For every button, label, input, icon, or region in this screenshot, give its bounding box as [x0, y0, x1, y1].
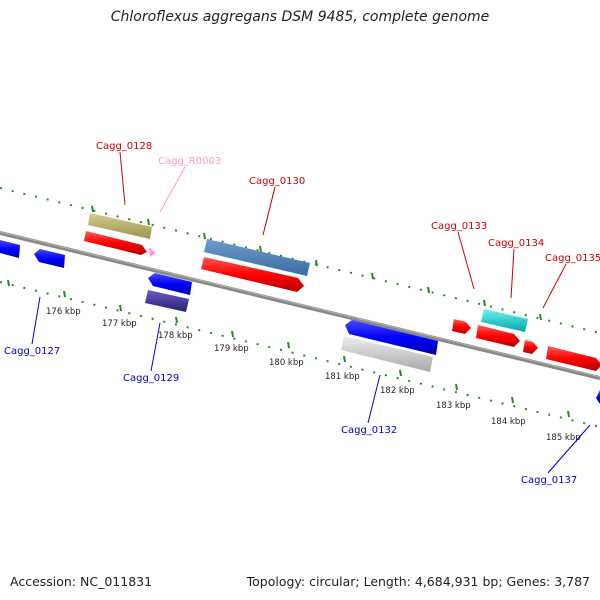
tick-label: 178 kbp [158, 331, 193, 341]
gene-0129-cog[interactable] [145, 290, 189, 312]
reverse-genes [0, 240, 600, 404]
tick-label: 183 kbp [436, 401, 471, 411]
gene-0135-arrow[interactable] [546, 346, 600, 371]
label-cagg-0127: Cagg_0127 [4, 346, 60, 357]
gene-0127-arrow[interactable] [34, 249, 65, 268]
label-cagg-0133: Cagg_0133 [431, 221, 487, 232]
label-cagg-0134: Cagg_0134 [488, 238, 544, 249]
label-cagg-0132: Cagg_0132 [341, 425, 397, 436]
map-title: Chloroflexus aggregans DSM 9485, complet… [110, 9, 490, 25]
gene-0134-cog[interactable] [481, 309, 528, 332]
gene-0135-small-arrow[interactable] [523, 340, 538, 354]
gene-0134-arrow[interactable] [476, 325, 520, 347]
tick-label: 185 kbp [546, 433, 581, 443]
tick-label: 177 kbp [102, 319, 137, 329]
label-cagg-0130: Cagg_0130 [249, 176, 305, 187]
gene-0129-arrow[interactable] [148, 273, 192, 295]
forward-genes [84, 213, 600, 371]
label-cagg-r0003: Cagg_R0003 [158, 156, 221, 167]
rna-r0003-arrow[interactable] [149, 247, 156, 257]
gene-0137-arrow[interactable] [596, 390, 600, 404]
outer-ruler [0, 187, 600, 334]
tick-label: 176 kbp [46, 307, 81, 317]
label-cagg-0137: Cagg_0137 [521, 475, 577, 486]
genome-backbone [0, 231, 600, 380]
gene-0132-arrow[interactable] [345, 320, 438, 355]
gene-0133-arrow[interactable] [452, 319, 471, 334]
gene-0132-cog[interactable] [341, 336, 433, 372]
gene-0128-cog[interactable] [88, 213, 152, 239]
gene-0130-arrow[interactable] [201, 257, 304, 292]
gene-0126-arrow[interactable] [0, 240, 20, 258]
label-cagg-0129: Cagg_0129 [123, 373, 179, 384]
gene-0130-cog[interactable] [204, 239, 310, 276]
label-cagg-0128: Cagg_0128 [96, 141, 152, 152]
tick-label: 184 kbp [491, 417, 526, 427]
tick-label: 179 kbp [214, 344, 249, 354]
label-cagg-0135: Cagg_0135 [545, 253, 600, 264]
gene-0128-arrow[interactable] [84, 231, 147, 255]
tick-label: 180 kbp [269, 358, 304, 368]
tick-label: 181 kbp [325, 372, 360, 382]
tick-label: 182 kbp [380, 386, 415, 396]
genome-summary-text: Topology: circular; Length: 4,684,931 bp… [246, 574, 590, 589]
accession-text: Accession: NC_011831 [10, 574, 153, 589]
